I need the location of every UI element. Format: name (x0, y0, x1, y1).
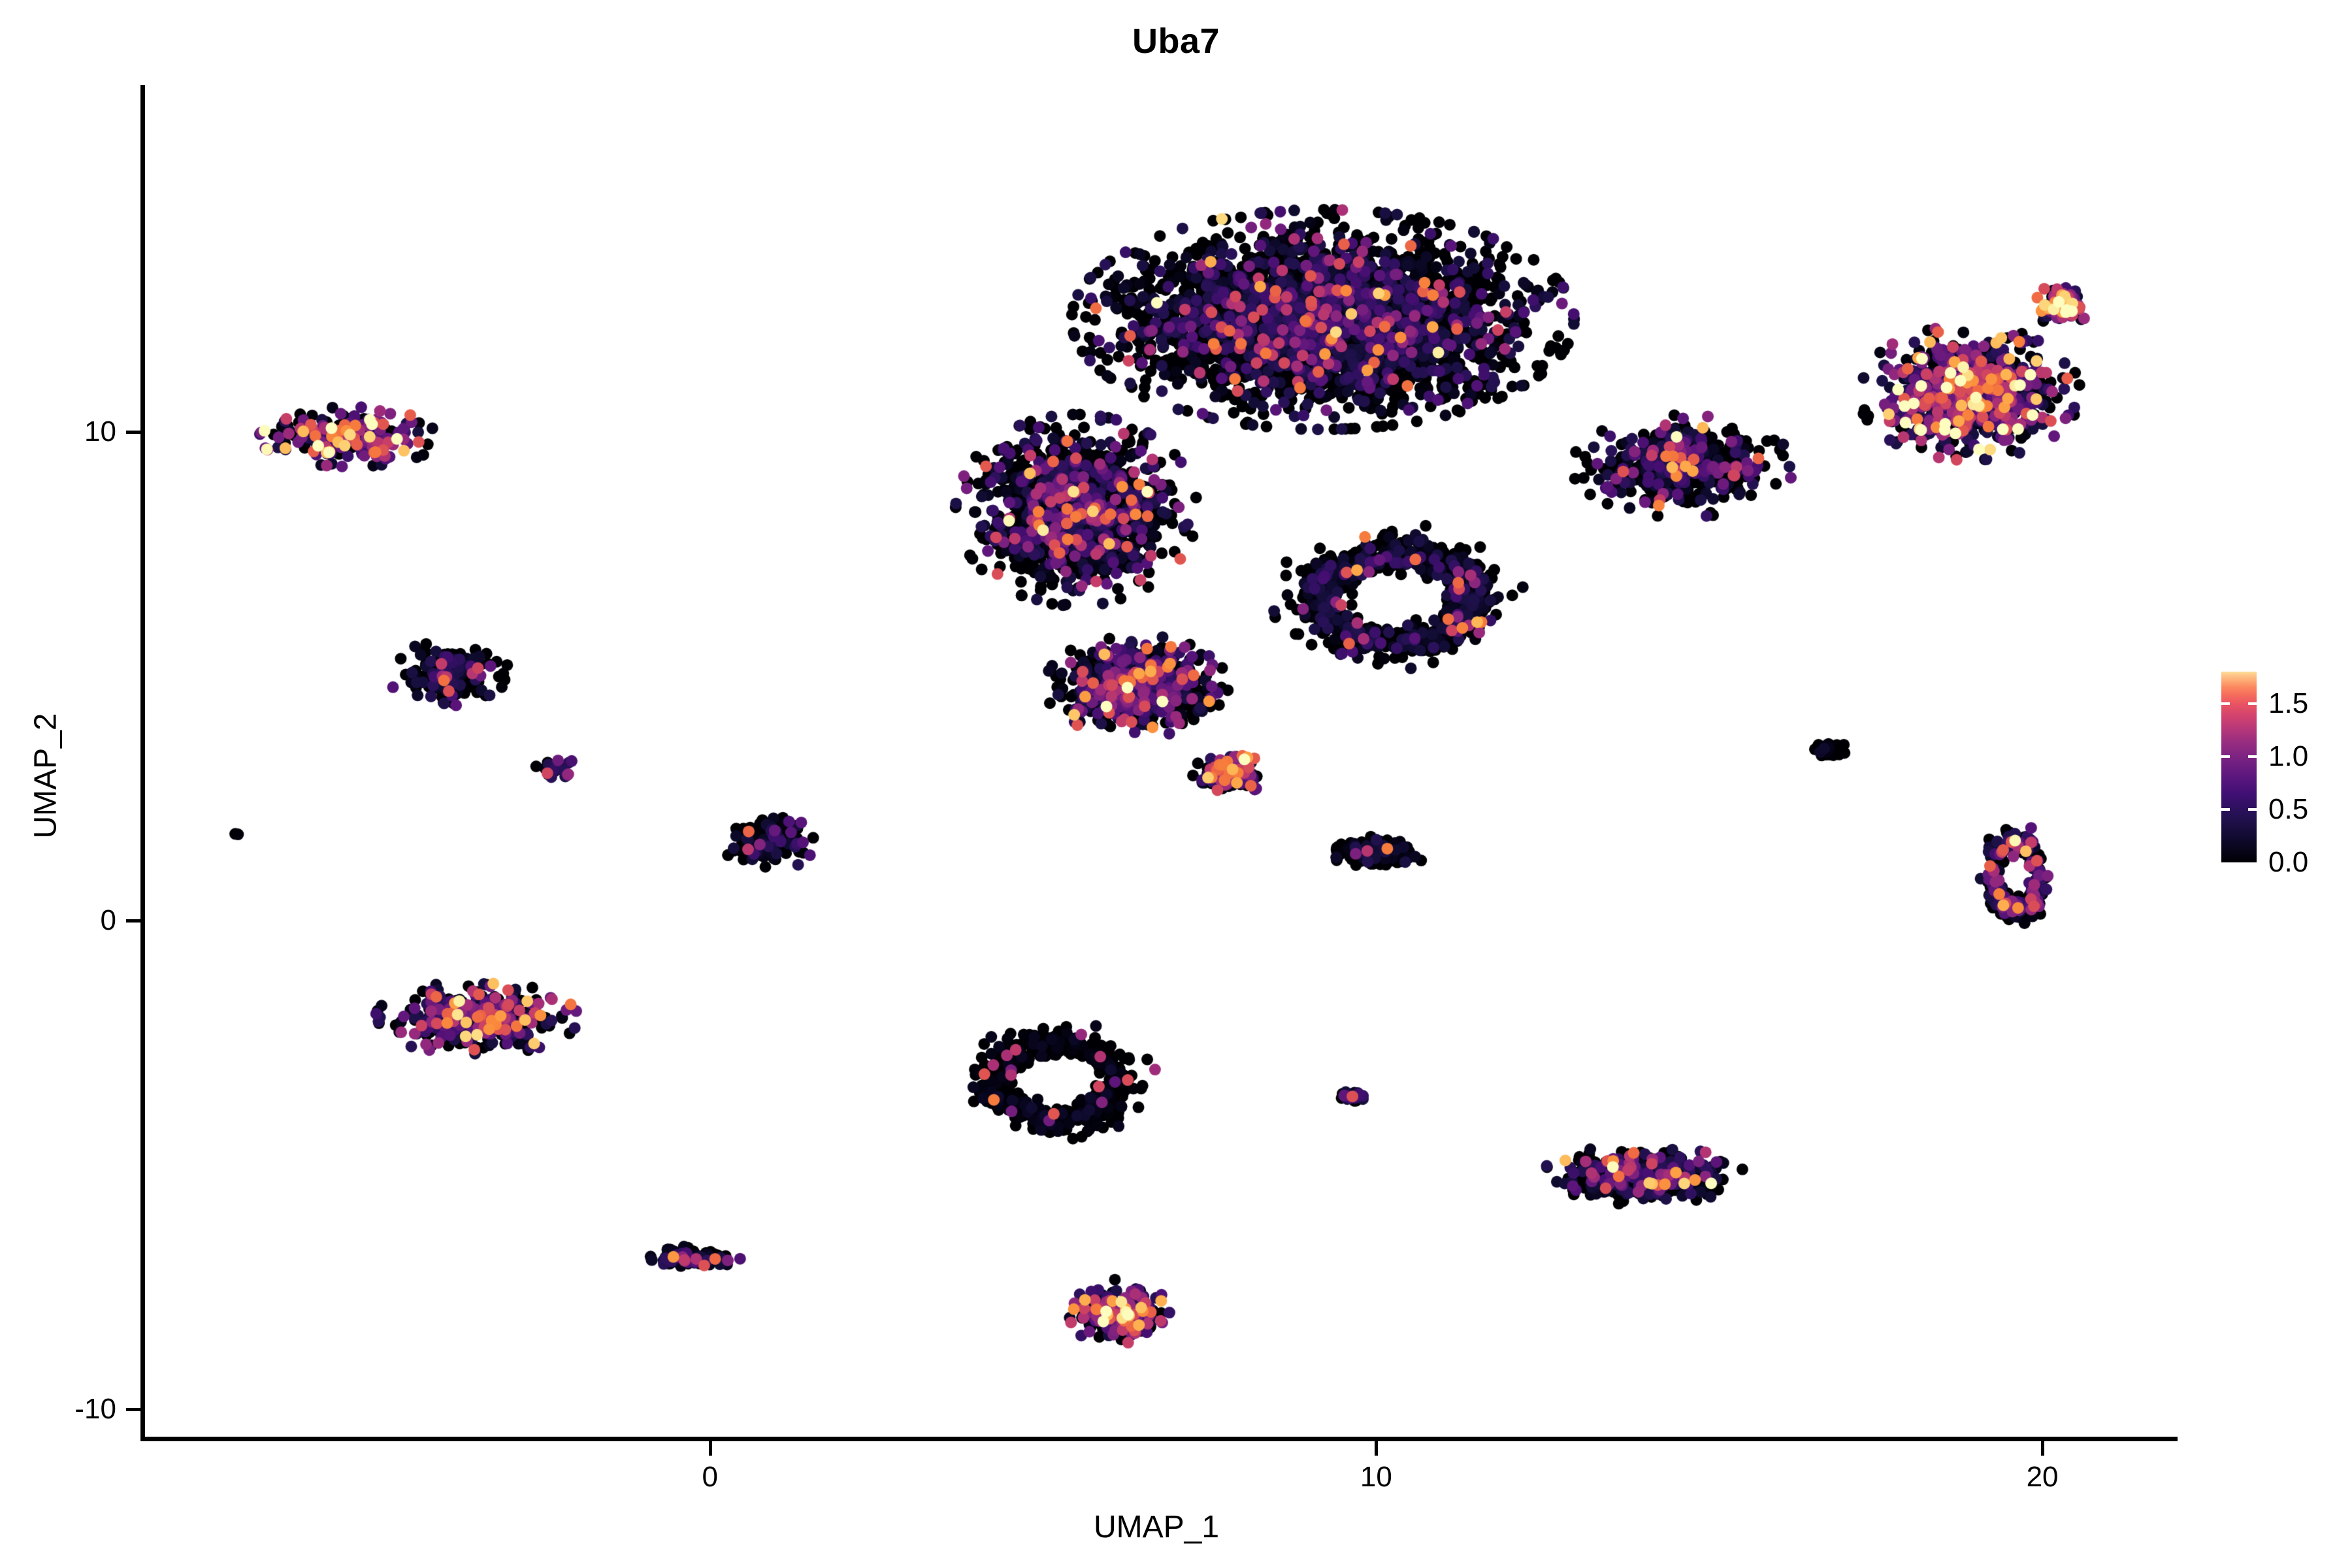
scatter-point-cloud (144, 85, 2176, 1439)
y-tick-label: -10 (74, 1393, 116, 1426)
colorbar-tick-mark (2221, 808, 2257, 811)
colorbar-tick-mark (2221, 755, 2257, 758)
colorbar-tick-label: 0.5 (2268, 792, 2309, 825)
x-tick-label: 0 (702, 1461, 718, 1493)
color-legend: 0.0 0.5 1.0 1.5 (2221, 672, 2345, 878)
y-tick-label: 0 (100, 904, 116, 937)
y-axis-title: UMAP_2 (28, 713, 63, 839)
y-axis-line (140, 85, 145, 1441)
y-tick-mark (126, 1408, 140, 1412)
y-tick-label: 10 (84, 416, 116, 448)
colorbar-tick-label: 0.0 (2268, 846, 2309, 878)
y-tick-mark (126, 431, 140, 434)
x-axis-title: UMAP_1 (0, 1509, 2352, 1545)
x-tick-mark (2041, 1441, 2045, 1456)
colorbar-gradient (2221, 672, 2257, 862)
plot-panel (144, 85, 2176, 1439)
colorbar-tick-mark (2221, 702, 2257, 705)
x-tick-label: 20 (2026, 1461, 2059, 1493)
x-axis-line (140, 1437, 2178, 1441)
page-title: Uba7 (1132, 22, 1220, 61)
colorbar-tick-label: 1.5 (2268, 687, 2309, 719)
y-tick-mark (126, 919, 140, 923)
colorbar-tick-label: 1.0 (2268, 740, 2309, 772)
x-tick-mark (708, 1441, 712, 1456)
x-tick-mark (1375, 1441, 1379, 1456)
x-axis-title-text: UMAP_1 (1093, 1510, 1220, 1544)
x-tick-label: 10 (1360, 1461, 1392, 1493)
